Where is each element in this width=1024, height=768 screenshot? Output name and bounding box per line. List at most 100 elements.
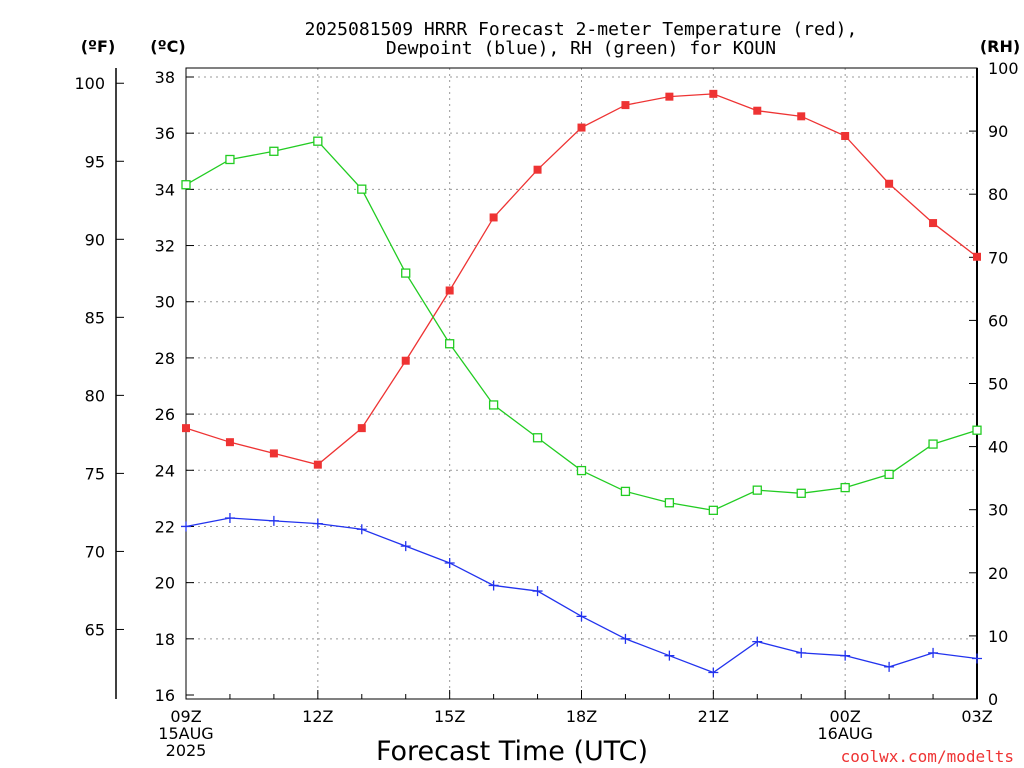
rh-tick-label: 0 [988, 690, 998, 709]
rh-line [185, 140, 978, 512]
rh-marker [664, 498, 675, 508]
celsius-tick-label: 34 [155, 180, 175, 199]
rh-marker [796, 488, 806, 498]
dewpoint-line [185, 517, 978, 674]
temperature-marker [841, 131, 850, 140]
fahrenheit-tick-label: 95 [85, 152, 105, 171]
temperature-marker [929, 219, 938, 228]
rh-marker [225, 154, 235, 165]
chart-title: 2025081509 HRRR Forecast 2-meter Tempera… [305, 19, 858, 40]
x-axis-title: Forecast Time (UTC) [376, 736, 648, 767]
rh-tick-label: 30 [988, 501, 1008, 520]
dewpoint-marker [884, 661, 895, 672]
rh-marker [488, 400, 499, 410]
celsius-tick-label: 20 [155, 574, 175, 593]
dewpoint-marker [664, 650, 675, 661]
dewpoint-marker [532, 586, 543, 597]
celsius-tick-label: 32 [155, 237, 175, 256]
dewpoint-marker [708, 667, 719, 678]
dewpoint-marker [620, 633, 631, 644]
dewpoint-marker [972, 653, 982, 664]
rh-axis-unit: (RH) [980, 37, 1020, 56]
rh-tick-label: 100 [988, 59, 1019, 78]
rh-series [181, 136, 982, 515]
rh-tick-label: 20 [988, 564, 1008, 583]
fahrenheit-tick-label: 90 [85, 230, 105, 249]
temperature-series [182, 89, 981, 469]
dewpoint-marker [840, 650, 851, 661]
rh-marker [620, 486, 631, 497]
rh-tick-label: 80 [988, 185, 1008, 204]
x-tick-label: 18Z [566, 707, 597, 726]
dewpoint-marker [444, 557, 455, 568]
dewpoint-marker [356, 524, 367, 535]
rh-marker [357, 184, 367, 194]
celsius-tick-label: 18 [155, 630, 175, 649]
celsius-tick-label: 36 [155, 124, 175, 143]
rh-marker [401, 268, 411, 278]
rh-marker [445, 339, 455, 349]
fahrenheit-tick-label: 85 [85, 308, 105, 327]
rh-marker [313, 136, 323, 146]
x-tick-label: 15Z [434, 707, 465, 726]
rh-tick-label: 50 [988, 375, 1008, 394]
rh-marker [884, 469, 894, 480]
dewpoint-marker [400, 541, 411, 552]
fahrenheit-tick-label: 70 [85, 542, 105, 561]
rh-marker [928, 439, 938, 449]
temperature-marker [885, 179, 894, 188]
temperature-marker [709, 89, 718, 98]
x-tick-label: 12Z [302, 707, 333, 726]
rh-tick-label: 90 [988, 122, 1008, 141]
celsius-tick-label: 16 [155, 686, 175, 705]
dewpoint-marker [312, 518, 323, 529]
temperature-marker [269, 449, 278, 458]
x-tick-label: 00Z [830, 707, 861, 726]
chart-subtitle: Dewpoint (blue), RH (green) for KOUN [386, 38, 776, 59]
temperature-marker [489, 213, 498, 222]
temperature-marker [445, 286, 454, 295]
rh-marker [269, 146, 279, 156]
rh-marker [972, 425, 982, 435]
temperature-marker [533, 165, 542, 174]
x-tick-label: 2025 [166, 741, 207, 760]
temperature-marker [313, 460, 322, 469]
dewpoint-marker [796, 647, 807, 658]
rh-marker [708, 505, 718, 515]
temperature-marker [621, 101, 630, 110]
dewpoint-marker [224, 513, 235, 524]
celsius-tick-label: 22 [155, 517, 175, 536]
plot-frame [185, 67, 978, 700]
rh-marker [181, 180, 191, 190]
rh-marker [840, 482, 850, 493]
x-tick-label: 03Z [961, 707, 992, 726]
temperature-marker [753, 106, 762, 115]
rh-tick-label: 60 [988, 311, 1008, 330]
dewpoint-marker [752, 636, 763, 647]
x-tick-label: 21Z [698, 707, 729, 726]
temperature-marker [665, 92, 674, 101]
temperature-marker [973, 252, 981, 261]
celsius-axis-unit: (ºC) [150, 37, 185, 56]
temperature-marker [797, 112, 806, 121]
celsius-tick-label: 30 [155, 293, 175, 312]
rh-tick-label: 70 [988, 248, 1008, 267]
fahrenheit-tick-label: 80 [85, 386, 105, 405]
dewpoint-marker [488, 580, 499, 591]
temperature-marker [225, 438, 234, 447]
series-layer [181, 89, 982, 678]
rh-marker [752, 485, 762, 495]
x-tick-label: 09Z [170, 707, 201, 726]
dewpoint-series [181, 513, 982, 678]
rh-tick-label: 40 [988, 438, 1008, 457]
temperature-marker [577, 123, 586, 132]
dewpoint-marker [268, 515, 279, 526]
x-tick-label: 15AUG [158, 724, 213, 743]
celsius-tick-label: 28 [155, 349, 175, 368]
grid-lines [186, 68, 977, 699]
watermark: coolwx.com/modelts [841, 747, 1014, 766]
x-tick-label: 16AUG [817, 724, 872, 743]
fahrenheit-axis-unit: (ºF) [81, 37, 116, 56]
celsius-tick-label: 38 [155, 68, 175, 87]
